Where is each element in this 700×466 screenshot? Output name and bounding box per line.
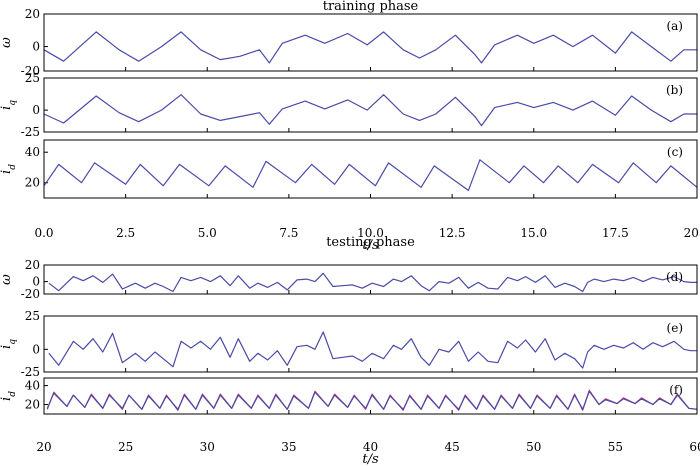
y-tick-label: -25 <box>21 125 40 139</box>
panel-label: (e) <box>667 321 683 335</box>
x-tick-label: 15.0 <box>520 226 547 240</box>
panel-frame <box>43 315 698 373</box>
panel-frame <box>43 139 698 199</box>
y-tick-label: -20 <box>21 287 40 301</box>
y-tick-label: 20 <box>25 398 40 412</box>
y-tick-label: 0 <box>32 103 40 117</box>
panel-label: (a) <box>666 19 683 33</box>
y-tick-label: 20 <box>25 258 40 272</box>
y-tick-label: 0 <box>32 40 40 54</box>
y-axis-label: ω <box>0 37 14 48</box>
training-title: training phase <box>323 0 419 14</box>
testing-x-axis-label: t/s <box>362 452 379 466</box>
series-line <box>43 31 697 64</box>
y-tick-label: 25 <box>25 309 40 323</box>
testing-panel-0: 20 0-20 (d) ω <box>0 258 698 301</box>
testing-chart: testing phase200-20(d)ω250-25(e)iq4020(f… <box>0 235 700 466</box>
series-line <box>46 389 698 411</box>
x-tick-label: 12.5 <box>439 226 466 240</box>
x-tick-label: 7.5 <box>279 226 298 240</box>
y-axis-label: id <box>0 391 18 401</box>
x-tick-label: 20.0 <box>684 226 700 240</box>
x-tick-label: 20 <box>36 440 51 454</box>
y-tick-label: 0 <box>32 342 40 356</box>
x-tick-label: 50 <box>526 440 541 454</box>
training-panel-1: 25 0 -25 (b) iq <box>0 71 698 139</box>
panel-label: (f) <box>669 383 683 397</box>
x-tick-label: 0.0 <box>34 226 53 240</box>
x-tick-label: 30 <box>200 440 215 454</box>
panel-label: (d) <box>666 270 683 284</box>
y-tick-label: 0 <box>32 275 40 289</box>
x-tick-label: 2.5 <box>116 226 135 240</box>
training-x-axis-label: t/s <box>362 238 379 253</box>
y-axis-label: iq <box>0 339 18 349</box>
y-axis-label: ω <box>0 274 14 285</box>
training-panel-0: 20 0 -20 (a) ω <box>0 7 698 78</box>
y-axis-label: iq <box>0 100 18 110</box>
x-tick-label: 40 <box>363 440 378 454</box>
y-tick-label: 40 <box>25 145 40 159</box>
y-axis-label: id <box>0 164 18 174</box>
x-tick-label: 17.5 <box>602 226 629 240</box>
series-line <box>43 94 697 127</box>
y-tick-label: 20 <box>25 7 40 21</box>
testing-panel-2: 40 20 (f) id <box>0 377 698 415</box>
y-tick-label: 20 <box>25 176 40 190</box>
panel-frame <box>43 377 698 415</box>
panel-frame <box>43 264 698 295</box>
panel-label: (b) <box>666 83 683 97</box>
testing-panel-1: 25 0 -25 (e) iq <box>0 309 698 379</box>
x-tick-label: 55 <box>608 440 623 454</box>
series-line <box>43 159 698 191</box>
x-tick-label: 45 <box>444 440 459 454</box>
training-chart: training phase 20 0 -20 (a) ω 25 0 -25 (b) iq 40 20 (… <box>0 0 700 253</box>
y-tick-label: -25 <box>21 365 40 379</box>
y-tick-label: 40 <box>25 379 40 393</box>
x-tick-label: 5.0 <box>198 226 217 240</box>
y-tick-label: 25 <box>25 71 40 85</box>
x-tick-label: 10.0 <box>357 226 384 240</box>
panel-label: (c) <box>667 145 683 159</box>
x-tick-label: 25 <box>118 440 133 454</box>
series-line <box>48 272 697 293</box>
panel-frame <box>43 13 698 72</box>
panel-frame <box>43 77 698 133</box>
series-line <box>48 331 697 369</box>
training-panel-2: 40 20 (c) id <box>0 139 698 199</box>
testing-title: testing phase <box>326 235 415 250</box>
x-tick-label: 35 <box>281 440 296 454</box>
y-tick-label: -20 <box>21 64 40 78</box>
series-line <box>46 390 698 410</box>
x-tick-label: 60 <box>689 440 700 454</box>
